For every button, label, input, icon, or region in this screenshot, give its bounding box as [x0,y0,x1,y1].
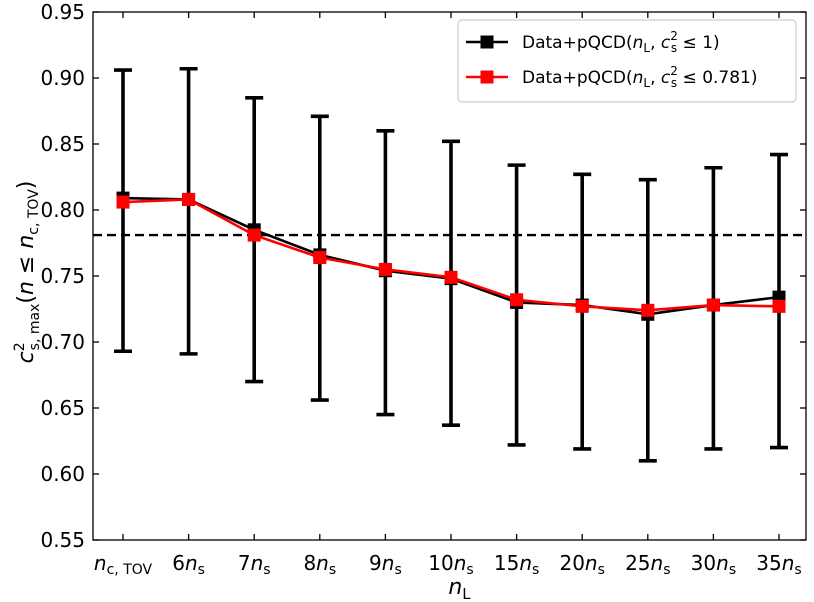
x-tick-label: 25ns [625,551,670,578]
series-marker [182,192,196,206]
y-axis-label: c2s, max(n ≤ nc, TOV) [12,181,43,364]
x-tick-label: 20ns [559,551,604,578]
x-tick-label: 30ns [691,551,736,578]
series-marker [444,270,458,284]
x-tick-label: 8ns [303,551,336,578]
series-marker [247,228,261,242]
x-tick-label: 15ns [494,551,539,578]
y-tick-label: 0.70 [40,330,85,354]
legend-label: Data+pQCD(nL, c2 s ≤ 1) [522,29,720,55]
axis-labels: nL c2s, max(n ≤ nc, TOV) [12,181,471,602]
legend-marker [480,70,494,84]
series-marker [575,299,589,313]
x-axis-ticks: nc, TOV 6ns 7ns 8ns 9ns 10ns 15ns 20ns 25ns 30ns 3… [94,12,802,578]
x-tick-label: nc, TOV [94,551,153,578]
series-marker [313,251,327,265]
y-tick-label: 0.95 [40,0,85,24]
x-tick-label: 9ns [369,551,402,578]
series-marker [378,262,392,276]
series-marker [772,299,786,313]
series-marker [641,303,655,317]
error-bars [114,66,788,463]
y-tick-label: 0.75 [40,264,85,288]
legend-marker [480,35,494,49]
x-tick-label: 6ns [172,551,205,578]
legend-label: Data+pQCD(nL, c2 s ≤ 0.781) [522,64,758,90]
y-axis-ticks: 0.55 0.60 0.65 0.70 0.75 0.80 0.85 0.90 0.95 [40,0,806,552]
x-axis-label: nL [448,575,471,602]
x-tick-label: 10ns [428,551,473,578]
x-tick-label: 7ns [238,551,271,578]
y-tick-label: 0.85 [40,132,85,156]
y-tick-label: 0.80 [40,198,85,222]
y-tick-label: 0.90 [40,66,85,90]
y-tick-label: 0.65 [40,396,85,420]
series-marker [510,293,524,307]
legend-box [457,19,797,103]
series-marker [706,298,720,312]
legend: Data+pQCD(nL, c2 s ≤ 1) Data+pQCD(nL, c2 s … [457,19,797,103]
x-tick-label: 35ns [756,551,801,578]
series-marker [116,195,130,209]
y-tick-label: 0.60 [40,462,85,486]
series-group [116,191,786,321]
y-tick-label: 0.55 [40,528,85,552]
